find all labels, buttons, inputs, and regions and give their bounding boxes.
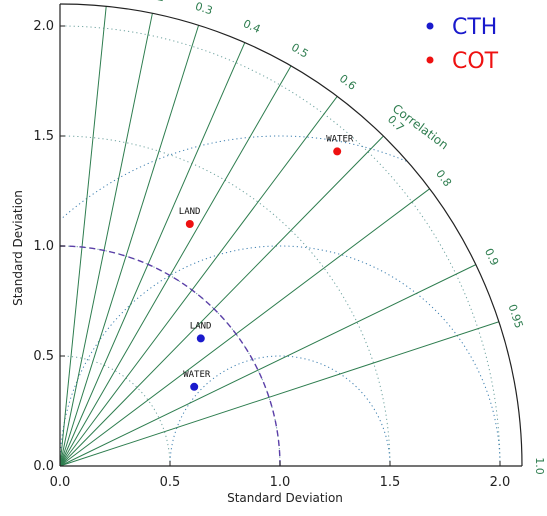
correlation-tick-label: 0.3 [194, 0, 215, 17]
correlation-line [59, 6, 107, 467]
rms-contour-arc [62, 135, 407, 219]
point-cot-land [185, 220, 194, 228]
correlation-line [59, 42, 246, 467]
x-tick-label: 0.0 [50, 475, 71, 490]
x-axis-title: Standard Deviation [227, 491, 343, 505]
legend-marker-cth [426, 22, 434, 30]
std-contour-arc [59, 135, 391, 467]
grid-layer [59, 6, 501, 467]
point-cth-land [196, 334, 205, 343]
y-tick-label: 0.5 [33, 349, 54, 364]
point-label-cth-land: LAND [190, 321, 212, 331]
std-contour-arc [59, 25, 501, 467]
y-tick-label: 0.0 [33, 459, 54, 474]
point-label-cot-water: WATER [326, 134, 354, 144]
correlation-tick-label: 0.5 [289, 41, 311, 61]
correlation-tick-label: 0.8 [433, 167, 454, 189]
point-label-cth-water: WATER [183, 370, 211, 380]
x-tick-label: 1.0 [270, 475, 291, 490]
legend: CTH COT [426, 15, 499, 74]
correlation-tick-label: 1.0 [533, 457, 546, 475]
correlation-line [59, 264, 477, 467]
correlation-line [59, 65, 292, 467]
y-tick-label: 2.0 [33, 19, 54, 34]
reference-arc [59, 245, 281, 467]
rms-contour-arc [59, 245, 501, 467]
y-axis-title: Standard Deviation [11, 190, 25, 306]
legend-label-cth: CTH [452, 15, 497, 40]
correlation-tick-label: 0.95 [506, 303, 526, 330]
rms-contour-arc [169, 355, 391, 467]
correlation-line [59, 188, 430, 467]
legend-label-cot: COT [452, 49, 499, 74]
correlation-tick-label: 0.9 [482, 246, 501, 267]
points-layer: LAND WATER LAND WATER [179, 134, 354, 391]
point-cth-water [190, 382, 199, 391]
correlation-tick-label: 0.4 [241, 17, 262, 36]
outer-arc [59, 3, 523, 467]
correlation-line [59, 96, 338, 467]
correlation-tick-label: 0.2 [146, 0, 166, 4]
point-cot-water [333, 147, 342, 156]
correlation-tick-label: 0.6 [337, 72, 359, 93]
y-tick-label: 1.0 [33, 239, 54, 254]
legend-marker-cot [426, 56, 434, 64]
correlation-line [59, 321, 500, 467]
correlation-line [59, 13, 153, 467]
y-tick-label: 1.5 [33, 129, 54, 144]
correlation-line [59, 25, 200, 467]
correlation-line [59, 135, 384, 467]
x-tick-label: 0.5 [160, 475, 181, 490]
x-tick-label: 2.0 [490, 475, 511, 490]
point-label-cot-land: LAND [179, 207, 201, 217]
x-tick-label: 1.5 [380, 475, 401, 490]
